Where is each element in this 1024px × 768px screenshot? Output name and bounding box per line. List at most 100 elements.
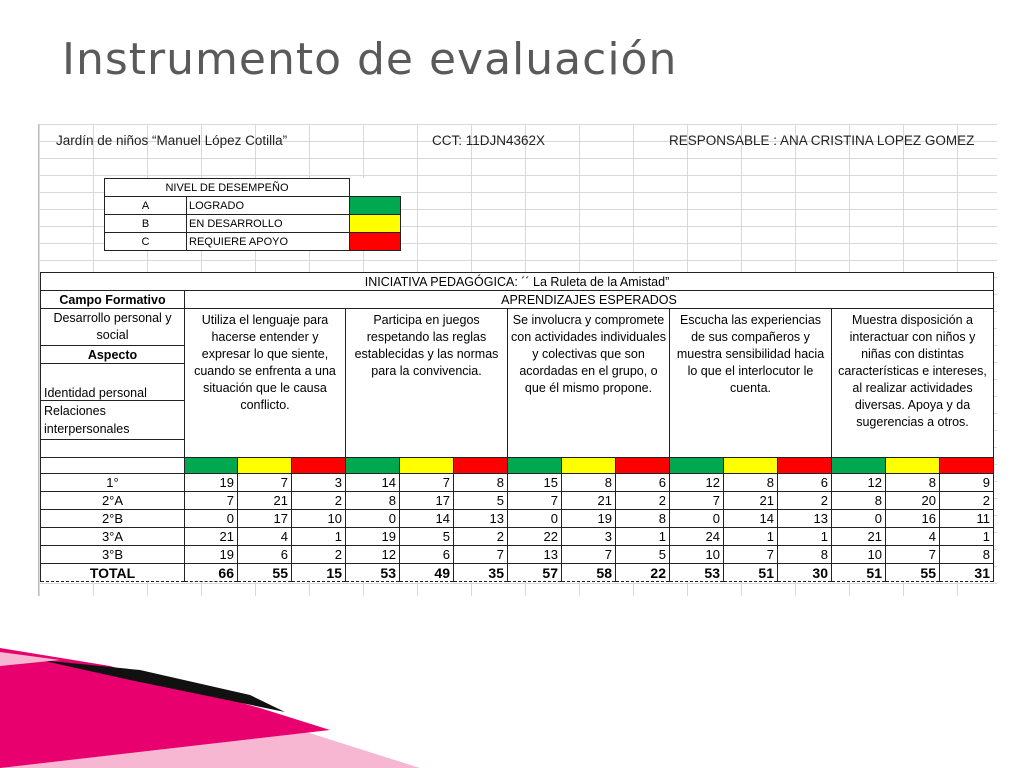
score-cell: 0 <box>184 509 238 528</box>
school-name: Jardín de niños “Manuel López Cotilla” <box>56 133 288 148</box>
aspecto-relaciones: Relaciones interpersonales <box>40 400 185 440</box>
score-cell: 10 <box>669 545 724 564</box>
slide-title: Instrumento de evaluación <box>62 34 678 85</box>
magenta-swoosh <box>0 648 330 768</box>
score-cell: 21 <box>831 527 886 546</box>
score-cell: 0 <box>831 509 886 528</box>
score-cell: 5 <box>399 527 454 546</box>
score-cell: 0 <box>345 509 400 528</box>
aprendizajes-header: APRENDIZAJES ESPERADOS <box>184 290 994 309</box>
score-cell: 2 <box>939 491 994 510</box>
legend-swatch <box>349 232 401 251</box>
score-cell: 13 <box>453 509 508 528</box>
total-cell: 35 <box>453 563 508 582</box>
score-cell: 6 <box>237 545 292 564</box>
score-cell: 13 <box>507 545 562 564</box>
legend-label: LOGRADO <box>186 196 350 215</box>
score-cell: 21 <box>561 491 616 510</box>
score-cell: 12 <box>345 545 400 564</box>
initiative-title: INICIATIVA PEDAGÓGICA: ´´ La Ruleta de l… <box>40 272 994 291</box>
color-key-row <box>40 457 994 474</box>
score-cell: 1 <box>291 527 346 546</box>
legend-title: NIVEL DE DESEMPEÑO <box>104 178 350 197</box>
score-cell: 8 <box>615 509 670 528</box>
score-cell: 17 <box>399 491 454 510</box>
aspecto-identidad: Identidad personal <box>40 363 185 401</box>
total-label: TOTAL <box>40 563 185 582</box>
score-cell: 8 <box>345 491 400 510</box>
data-rows: 1° 19 7 3 14 7 8 15 8 6 12 8 6 12 8 9 2°A 7 21 2 8 17 5 7 21 2 7 21… <box>40 473 994 564</box>
score-cell: 14 <box>723 509 778 528</box>
score-cell: 24 <box>669 527 724 546</box>
score-cell: 16 <box>885 509 940 528</box>
score-cell: 2 <box>291 545 346 564</box>
campo-header: Campo Formativo <box>40 290 185 309</box>
total-row-line: TOTAL 66 55 15 53 49 35 57 58 22 53 51 30 51 55 31 <box>40 563 994 582</box>
score-cell: 14 <box>345 473 400 492</box>
total-cell: 53 <box>345 563 400 582</box>
group-label: 3°B <box>40 545 185 564</box>
legend-label: EN DESARROLLO <box>186 214 350 233</box>
table-row: 1° 19 7 3 14 7 8 15 8 6 12 8 6 12 8 9 <box>40 473 994 492</box>
score-cell: 13 <box>777 509 832 528</box>
score-cell: 6 <box>615 473 670 492</box>
score-cell: 3 <box>291 473 346 492</box>
score-cell: 8 <box>939 545 994 564</box>
group-label: 1° <box>40 473 185 492</box>
score-cell: 5 <box>453 491 508 510</box>
total-cell: 22 <box>615 563 670 582</box>
score-cell: 0 <box>507 509 562 528</box>
total-cell: 30 <box>777 563 832 582</box>
legend-code: C <box>104 232 187 251</box>
score-cell: 8 <box>723 473 778 492</box>
total-cell: 15 <box>291 563 346 582</box>
total-cell: 55 <box>237 563 292 582</box>
group-label: 3°A <box>40 527 185 546</box>
aspecto-header: Aspecto <box>40 345 185 364</box>
score-cell: 7 <box>723 545 778 564</box>
score-cell: 7 <box>399 473 454 492</box>
learning-5: Muestra disposición a interactuar con ni… <box>831 308 994 458</box>
level-swatch <box>723 457 778 474</box>
score-cell: 0 <box>669 509 724 528</box>
cct-code: CCT: 11DJN4362X <box>432 133 546 148</box>
score-cell: 21 <box>723 491 778 510</box>
table-row: 3°A 21 4 1 19 5 2 22 3 1 24 1 1 21 4 1 <box>40 527 994 546</box>
score-cell: 10 <box>831 545 886 564</box>
learning-1: Utiliza el lenguaje para hacerse entende… <box>184 308 346 458</box>
learning-4: Escucha las experiencias de sus compañer… <box>669 308 832 458</box>
score-cell: 3 <box>561 527 616 546</box>
score-cell: 12 <box>669 473 724 492</box>
learning-2: Participa en juegos respetando las regla… <box>345 308 508 458</box>
total-cell: 53 <box>669 563 724 582</box>
score-cell: 11 <box>939 509 994 528</box>
score-cell: 7 <box>507 491 562 510</box>
score-cell: 8 <box>885 473 940 492</box>
score-cell: 7 <box>184 491 238 510</box>
score-cell: 21 <box>237 491 292 510</box>
score-cell: 19 <box>561 509 616 528</box>
score-cell: 6 <box>399 545 454 564</box>
total-row: TOTAL 66 55 15 53 49 35 57 58 22 53 51 30 51 55 31 <box>40 563 994 582</box>
score-cell: 17 <box>237 509 292 528</box>
evaluation-table: INICIATIVA PEDAGÓGICA: ´´ La Ruleta de l… <box>40 272 994 582</box>
score-cell: 19 <box>345 527 400 546</box>
learning-3: Se involucra y compromete con actividade… <box>507 308 670 458</box>
score-cell: 9 <box>939 473 994 492</box>
score-cell: 2 <box>615 491 670 510</box>
score-cell: 1 <box>777 527 832 546</box>
score-cell: 7 <box>885 545 940 564</box>
group-label: 2°A <box>40 491 185 510</box>
level-swatch <box>561 457 616 474</box>
legend-code: B <box>104 214 187 233</box>
score-cell: 2 <box>777 491 832 510</box>
score-cell: 7 <box>669 491 724 510</box>
total-cell: 31 <box>939 563 994 582</box>
level-swatch <box>507 457 562 474</box>
score-cell: 20 <box>885 491 940 510</box>
legend-code: A <box>104 196 187 215</box>
score-cell: 8 <box>777 545 832 564</box>
responsable: RESPONSABLE : ANA CRISTINA LOPEZ GOMEZ <box>669 133 975 148</box>
total-cell: 51 <box>831 563 886 582</box>
decorative-swoosh <box>0 648 420 768</box>
